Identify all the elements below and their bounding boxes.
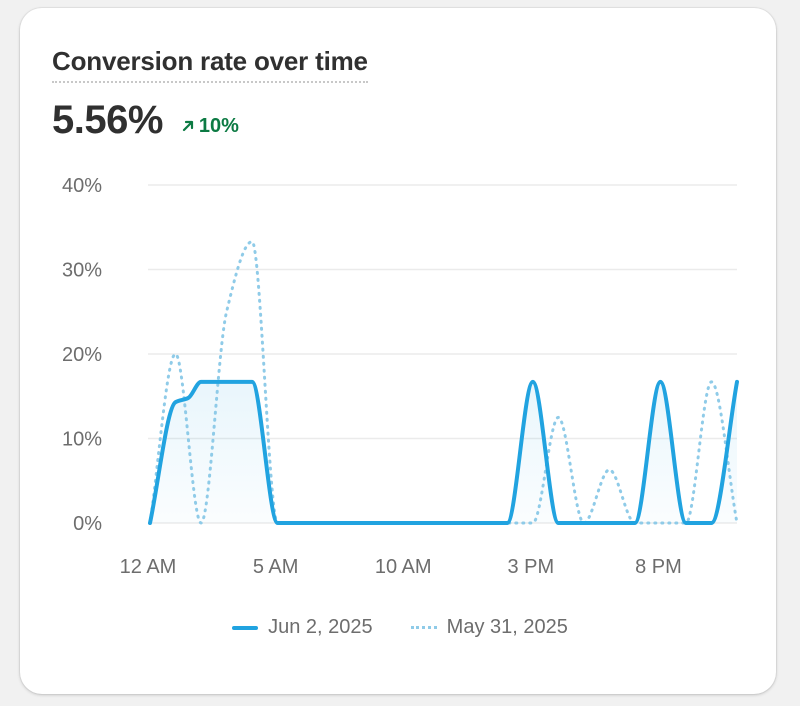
- x-tick-label: 12 AM: [120, 556, 177, 578]
- delta-value: 10%: [198, 114, 239, 137]
- y-tick-label: 30%: [62, 260, 102, 282]
- x-tick-label: 3 PM: [507, 556, 554, 578]
- x-tick-label: 8 PM: [635, 556, 682, 578]
- legend-item-series-2[interactable]: May 31, 2025: [410, 616, 568, 639]
- y-tick-label: 40%: [62, 175, 102, 197]
- legend-swatch-solid: [232, 625, 259, 630]
- legend-label: May 31, 2025: [446, 616, 568, 638]
- legend-label: Jun 2, 2025: [268, 616, 373, 638]
- y-tick-label: 10%: [62, 429, 102, 451]
- legend-item-series-1[interactable]: Jun 2, 2025: [232, 616, 373, 639]
- delta-badge: 10%: [181, 115, 239, 138]
- conversion-rate-card: Conversion rate over time 5.56% 10%: [20, 8, 776, 694]
- x-tick-label: 5 AM: [253, 556, 299, 578]
- series-line-1[interactable]: [148, 379, 739, 526]
- metric-value: 5.56%: [52, 98, 163, 142]
- x-tick-label: 10 AM: [375, 556, 432, 578]
- chart-legend: Jun 2, 2025 May 31, 2025: [0, 616, 800, 639]
- y-tick-label: 0%: [73, 513, 102, 535]
- metric-row: 5.56% 10%: [52, 98, 239, 143]
- y-tick-label: 20%: [62, 344, 102, 366]
- card-title[interactable]: Conversion rate over time: [52, 46, 368, 83]
- legend-swatch-dotted: [410, 626, 437, 629]
- arrow-up-right-icon: [182, 120, 194, 132]
- series-area: [150, 381, 737, 523]
